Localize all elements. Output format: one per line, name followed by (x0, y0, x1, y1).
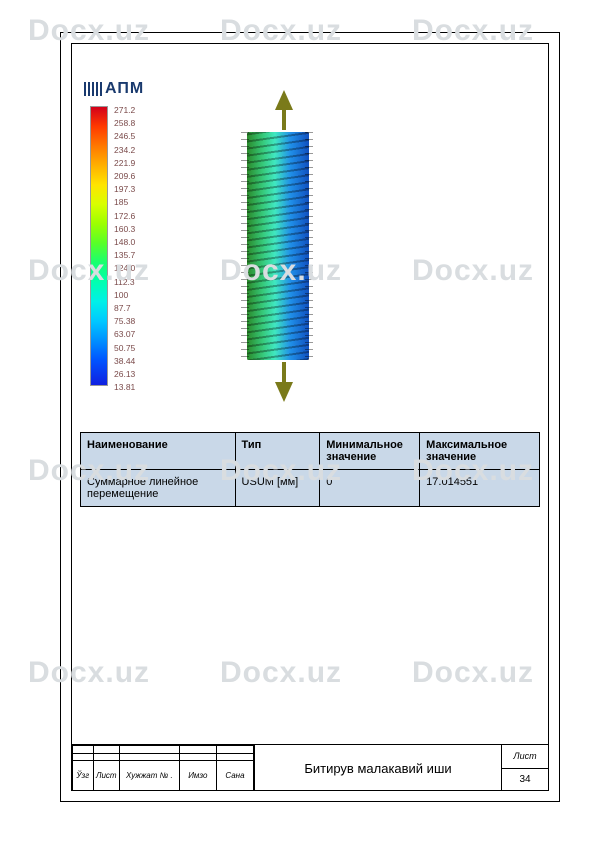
arrow-down-icon (275, 382, 293, 402)
colorbar-value: 124.0 (114, 262, 135, 275)
tb-h-uzg: Ўзг (73, 761, 94, 791)
tb-cell (120, 746, 180, 754)
th-type: Тип (235, 433, 320, 470)
th-max: Максимальное значение (420, 433, 540, 470)
tb-h-sana: Сана (216, 761, 253, 791)
tb-h-list: Лист (93, 761, 119, 791)
page-frame: АПМ 271.2258.8246.5234.2221.9209.6197.31… (60, 32, 560, 802)
arrow-stem (282, 362, 286, 384)
cell-type: USUM [мм] (235, 470, 320, 507)
tb-cell (73, 746, 94, 754)
tb-cell (216, 753, 253, 761)
colorbar-value: 221.9 (114, 157, 135, 170)
colorbar-value: 160.3 (114, 223, 135, 236)
inner-frame: АПМ 271.2258.8246.5234.2221.9209.6197.31… (71, 43, 549, 791)
table-row: Суммарное линейное перемещение USUM [мм]… (81, 470, 540, 507)
simulation-figure: АПМ 271.2258.8246.5234.2221.9209.6197.31… (84, 66, 324, 406)
table-header-row: Наименование Тип Минимальное значение Ма… (81, 433, 540, 470)
colorbar-value: 38.44 (114, 355, 135, 368)
colorbar-value: 271.2 (114, 104, 135, 117)
apm-logo-text: АПМ (105, 80, 144, 97)
tb-row (73, 753, 254, 761)
colorbar-value: 112.3 (114, 276, 135, 289)
colorbar-value: 209.6 (114, 170, 135, 183)
colorbar-value: 50.75 (114, 342, 135, 355)
colorbar-value: 234.2 (114, 144, 135, 157)
tb-h-imzo: Имзо (179, 761, 216, 791)
cell-max: 17.014551 (420, 470, 540, 507)
colorbar-value: 135.7 (114, 249, 135, 262)
arrow-up-icon (275, 90, 293, 110)
colorbar-value: 63.07 (114, 328, 135, 341)
thread-edge (241, 132, 249, 360)
titleblock-list-label: Лист (502, 745, 548, 769)
titleblock-page-number: 34 (502, 769, 548, 792)
th-name: Наименование (81, 433, 236, 470)
colorbar-value: 246.5 (114, 130, 135, 143)
colorbar-value: 87.7 (114, 302, 135, 315)
colorbar-labels: 271.2258.8246.5234.2221.9209.6197.318517… (114, 104, 135, 394)
tb-cell (216, 746, 253, 754)
screw-visualization (239, 96, 329, 396)
titleblock: Ўзг Лист Хужжат № . Имзо Сана Битирув ма… (72, 744, 548, 790)
screw-threads (247, 132, 309, 360)
apm-logo-icon (84, 82, 102, 96)
th-min: Минимальное значение (320, 433, 420, 470)
titleblock-right: Лист 34 (502, 745, 548, 791)
colorbar-value: 172.6 (114, 210, 135, 223)
tb-cell (179, 753, 216, 761)
cell-name: Суммарное линейное перемещение (81, 470, 236, 507)
colorbar-value: 197.3 (114, 183, 135, 196)
thread-edge (305, 132, 313, 360)
colorbar-value: 13.81 (114, 381, 135, 394)
tb-cell (179, 746, 216, 754)
titleblock-title: Битирув малакавий иши (254, 745, 502, 791)
colorbar (90, 106, 108, 386)
tb-header-row: Ўзг Лист Хужжат № . Имзо Сана (73, 761, 254, 791)
tb-h-doc: Хужжат № . (120, 761, 180, 791)
titleblock-left: Ўзг Лист Хужжат № . Имзо Сана (72, 745, 254, 791)
tb-cell (93, 746, 119, 754)
tb-cell (120, 753, 180, 761)
tb-row (73, 746, 254, 754)
colorbar-value: 26.13 (114, 368, 135, 381)
tb-cell (73, 753, 94, 761)
results-table: Наименование Тип Минимальное значение Ма… (80, 432, 540, 507)
titleblock-grid: Ўзг Лист Хужжат № . Имзо Сана (72, 745, 254, 791)
tb-cell (93, 753, 119, 761)
colorbar-value: 75.38 (114, 315, 135, 328)
screw-body (247, 132, 309, 360)
colorbar-value: 185 (114, 196, 135, 209)
colorbar-value: 258.8 (114, 117, 135, 130)
colorbar-value: 100 (114, 289, 135, 302)
cell-min: 0 (320, 470, 420, 507)
colorbar-value: 148.0 (114, 236, 135, 249)
arrow-stem (282, 108, 286, 130)
apm-logo: АПМ (84, 80, 144, 98)
